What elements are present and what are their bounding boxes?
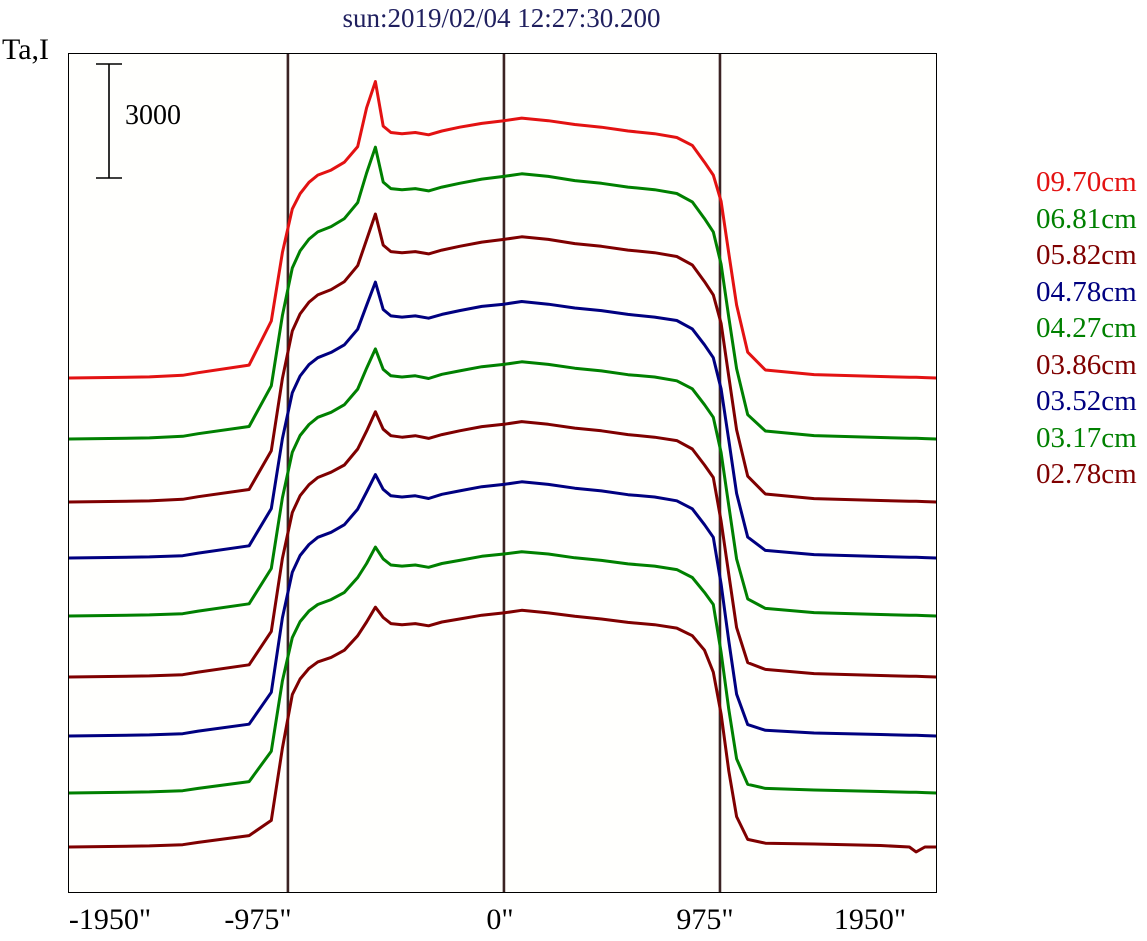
- x-tick-label: -1950": [68, 903, 152, 936]
- legend-item-05.82cm: 05.82cm: [1036, 239, 1137, 271]
- plot-area: 3000: [68, 53, 937, 893]
- scan-curve-02.78cm: [69, 605, 936, 854]
- legend-item-06.81cm: 06.81cm: [1036, 202, 1137, 235]
- scan-curve-03.86cm: [69, 410, 936, 679]
- scan-curve-04.27cm: [69, 347, 936, 618]
- scan-curve-03.17cm: [69, 545, 936, 795]
- legend-item-04.27cm: 04.27cm: [1036, 312, 1137, 344]
- scan-curve-09.70cm: [69, 80, 936, 380]
- legend-item-02.78cm: 02.78cm: [1036, 458, 1137, 490]
- scan-curve-06.81cm: [69, 145, 936, 441]
- x-tick-label: 1950": [833, 903, 907, 936]
- legend-item-09.70cm: 09.70cm: [1036, 166, 1137, 198]
- legend-item-03.52cm: 03.52cm: [1036, 385, 1137, 417]
- x-tick-label: 0": [486, 903, 514, 936]
- scan-curve-05.82cm: [69, 212, 936, 504]
- plot-canvas: [69, 54, 936, 892]
- scale-bar-label: 3000: [125, 100, 181, 131]
- chart-title: sun:2019/02/04 12:27:30.200: [342, 3, 661, 33]
- legend-item-03.17cm: 03.17cm: [1036, 421, 1137, 454]
- legend: 09.70cm 06.81cm 05.82cm 04.78cm 04.27cm 03.86…: [1036, 164, 1137, 493]
- scan-curve-03.52cm: [69, 473, 936, 738]
- x-tick-label: -975": [224, 903, 292, 936]
- scan-curve-04.78cm: [69, 280, 936, 560]
- legend-item-03.86cm: 03.86cm: [1036, 348, 1137, 381]
- x-tick-label: 975": [676, 903, 734, 936]
- y-axis-label: Ta,I: [2, 33, 50, 66]
- legend-item-04.78cm: 04.78cm: [1036, 275, 1137, 308]
